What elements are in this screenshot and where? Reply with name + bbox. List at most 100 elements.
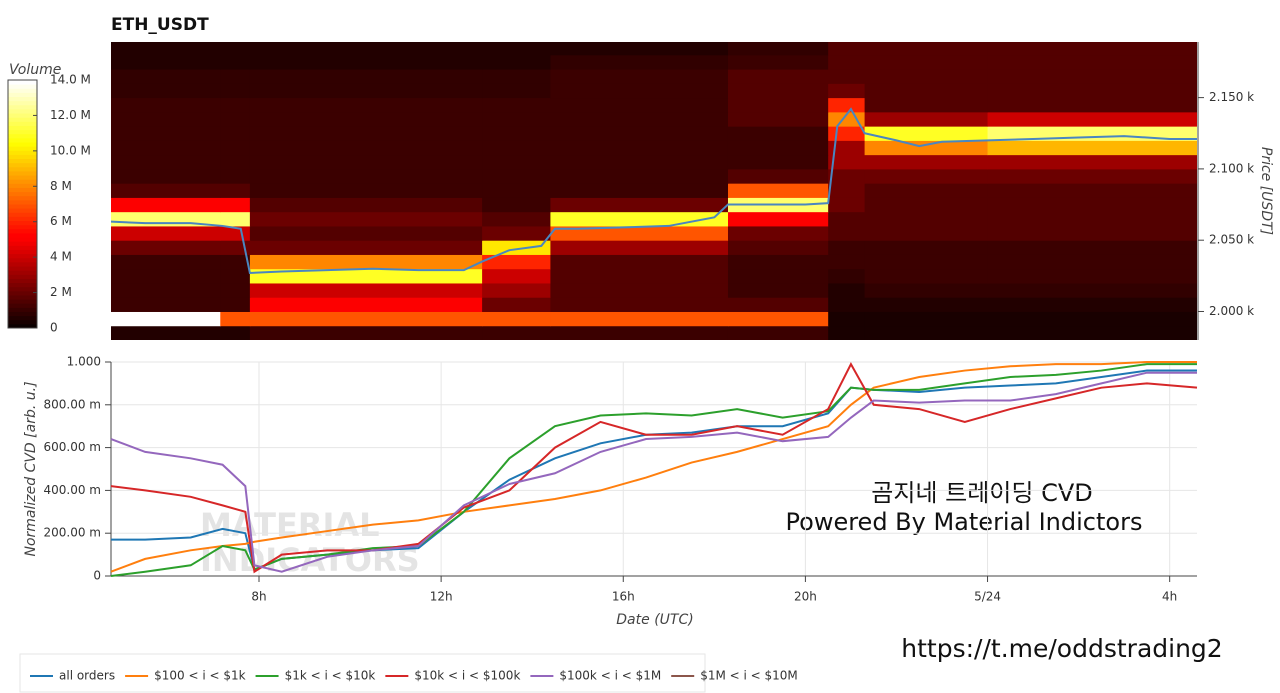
- heat-cell: [864, 211, 989, 227]
- heat-cell: [550, 154, 729, 170]
- heat-cell: [987, 83, 1197, 99]
- heat-cell: [220, 154, 251, 170]
- colorbar-swatch: [8, 278, 37, 284]
- heat-cell: [727, 111, 829, 127]
- colorbar-swatch: [8, 249, 37, 255]
- heat-cell: [864, 83, 989, 99]
- heat-cell: [111, 154, 221, 170]
- legend-label: $1M < i < $10M: [700, 669, 798, 683]
- colorbar-swatch: [8, 270, 37, 275]
- heat-cell: [828, 111, 866, 127]
- x-axis-label: Date (UTC): [616, 612, 693, 628]
- heat-cell: [550, 225, 729, 241]
- heat-cell: [864, 311, 989, 327]
- heat-cell: [727, 325, 829, 340]
- heat-cell: [987, 268, 1197, 284]
- y-tick-label: 2.100 k: [1209, 161, 1254, 175]
- heat-cell: [482, 211, 551, 227]
- colorbar-swatch: [8, 104, 37, 110]
- colorbar-swatch: [8, 315, 37, 321]
- heat-cell: [828, 140, 866, 156]
- heat-cell: [220, 168, 251, 184]
- legend-box: [19, 653, 706, 693]
- watermark: MATERIAL: [200, 506, 380, 544]
- colorbar-swatch: [8, 179, 37, 184]
- heat-cell: [220, 126, 251, 141]
- heat-cell: [828, 311, 866, 327]
- heat-cell: [828, 42, 866, 56]
- colorbar-swatch: [8, 80, 37, 85]
- colorbar-swatch: [8, 113, 37, 118]
- heat-cell: [220, 311, 251, 327]
- heat-cell: [220, 197, 251, 213]
- colorbar-swatch: [8, 88, 37, 93]
- heat-cell: [864, 225, 989, 241]
- heat-cell: [864, 42, 989, 56]
- series-line: [110, 362, 1198, 574]
- heat-cell: [220, 111, 251, 127]
- heat-cell: [249, 111, 483, 127]
- heat-cell: [111, 183, 221, 198]
- heat-cell: [727, 211, 829, 227]
- legend-label: $100k < i < $1M: [559, 669, 661, 683]
- heat-cell: [111, 297, 221, 312]
- heat-cell: [864, 240, 989, 255]
- heat-cell: [550, 311, 729, 327]
- y-tick-label: 2.000 k: [1209, 304, 1254, 318]
- colorbar-swatch: [8, 224, 37, 230]
- heat-cell: [864, 268, 989, 284]
- x-tick-label: 16h: [612, 590, 635, 604]
- heat-cell: [249, 325, 483, 340]
- heat-cell: [864, 126, 989, 141]
- colorbar-swatch: [8, 204, 37, 209]
- colorbar-swatch: [8, 307, 37, 312]
- heat-cell: [828, 254, 866, 270]
- heat-cell: [249, 197, 483, 213]
- heat-cell: [987, 211, 1197, 227]
- heat-cell: [864, 54, 989, 70]
- heat-cell: [111, 311, 221, 327]
- heat-cell: [727, 268, 829, 284]
- heat-cell: [864, 97, 989, 113]
- heat-cell: [550, 282, 729, 298]
- heat-cell: [828, 297, 866, 312]
- heat-cell: [249, 183, 483, 198]
- heat-cell: [550, 168, 729, 184]
- heat-cell: [550, 325, 729, 340]
- heat-cell: [111, 140, 221, 156]
- colorbar-swatch: [8, 175, 37, 180]
- heat-cell: [828, 268, 866, 284]
- colorbar-swatch: [8, 266, 37, 271]
- colorbar-swatch: [8, 133, 37, 139]
- heat-cell: [220, 254, 251, 270]
- colorbar-swatch: [8, 137, 37, 143]
- colorbar-tick-label: 4 M: [50, 250, 72, 264]
- colorbar-swatch: [8, 253, 37, 259]
- heat-cell: [727, 140, 829, 156]
- heat-cell: [864, 140, 989, 156]
- heat-cell: [828, 211, 866, 227]
- colorbar-swatch: [8, 257, 37, 263]
- heat-cell: [249, 297, 483, 312]
- heat-cell: [987, 168, 1197, 184]
- colorbar-swatch: [8, 150, 37, 155]
- colorbar-swatch: [8, 158, 37, 164]
- heat-cell: [864, 282, 989, 298]
- legend-label: all orders: [59, 669, 115, 683]
- heat-cell: [482, 183, 551, 198]
- heat-cell: [111, 325, 221, 340]
- colorbar-swatch: [8, 96, 37, 102]
- heat-cell: [550, 197, 729, 213]
- heat-cell: [727, 240, 829, 255]
- heat-cell: [249, 311, 483, 327]
- heat-cell: [111, 168, 221, 184]
- heat-cell: [550, 126, 729, 141]
- y-tick-label: 800.00 m: [44, 397, 102, 411]
- heat-cell: [550, 254, 729, 270]
- heat-cell: [482, 140, 551, 156]
- colorbar-swatch: [8, 241, 37, 246]
- colorbar-swatch: [8, 237, 37, 242]
- heat-cell: [828, 197, 866, 213]
- heat-cell: [482, 69, 551, 84]
